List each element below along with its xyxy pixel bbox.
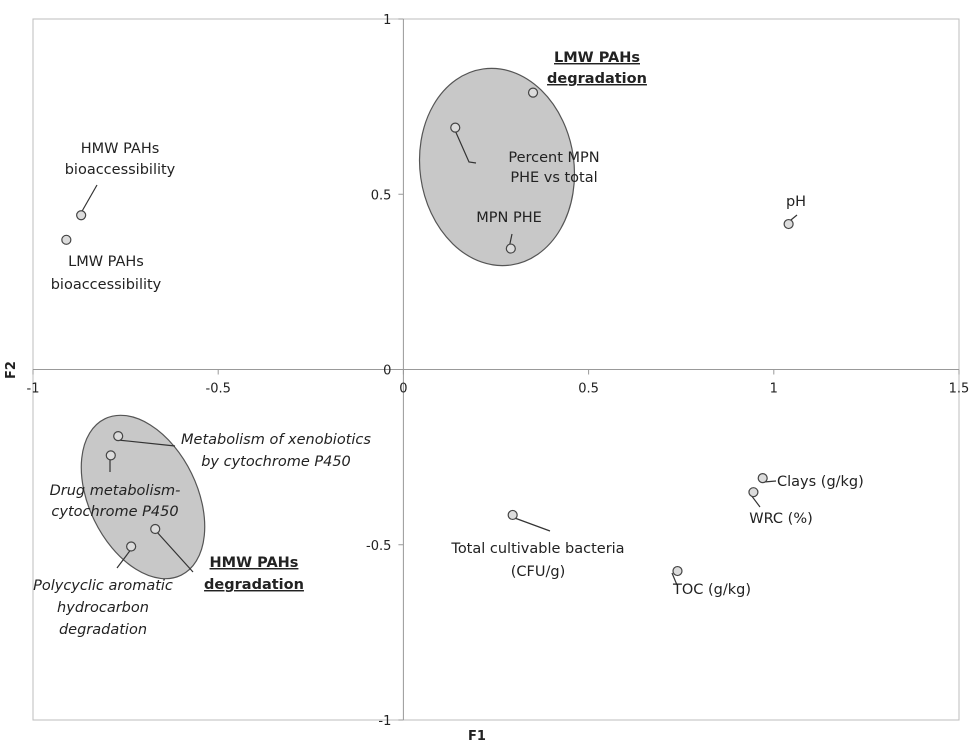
label-wrc: WRC (%) <box>749 511 813 527</box>
label-line: Polycyclic aromatic <box>33 578 173 594</box>
label-line: Clays (g/kg) <box>777 474 864 490</box>
point-hmw-bio <box>76 210 87 221</box>
label-line: Drug metabolism- <box>50 483 181 499</box>
leader-line-pct-mpn <box>453 127 477 164</box>
leader-line-tcb <box>511 516 551 532</box>
point-pct-mpn <box>450 122 461 133</box>
x-axis-title: F1 <box>468 729 486 744</box>
label-hmw-deg: HMW PAHs degradation <box>204 555 304 593</box>
label-lmw-bio: LMW PAHs bioaccessibility <box>51 254 162 293</box>
label-drug: Drug metabolism-cytochrome P450 <box>50 483 181 520</box>
point-wrc <box>748 487 759 498</box>
x-tick-label: 1.5 <box>949 382 970 397</box>
label-line: Metabolism of xenobiotics <box>181 432 371 448</box>
label-tcb: Total cultivable bacteria (CFU/g) <box>450 541 624 580</box>
upper-group-ellipse <box>418 67 576 267</box>
label-line: degradation <box>59 622 147 638</box>
label-line: MPN PHE <box>476 210 542 226</box>
point-clays <box>757 473 768 484</box>
label-pct-mpn: Percent MPN PHE vs total <box>508 150 599 186</box>
label-line: cytochrome P450 <box>51 504 178 520</box>
label-line: degradation <box>547 71 647 87</box>
point-hmw-deg <box>150 523 161 535</box>
x-tick-label: 1 <box>770 382 778 397</box>
y-axis-title: F2 <box>4 361 19 379</box>
label-line: bioaccessibility <box>51 277 162 293</box>
leader-line-xeno <box>117 439 176 447</box>
label-line: degradation <box>204 577 304 593</box>
point-pah-deg <box>126 541 137 552</box>
label-line: (CFU/g) <box>511 564 565 580</box>
y-tick-label: -0.5 <box>366 539 391 554</box>
leader-line-hmw-deg <box>155 530 194 573</box>
label-lmw-deg: LMW PAHs degradation <box>547 50 647 87</box>
label-hmw-bio: HMW PAHs bioaccessibility <box>65 141 176 178</box>
label-line: by cytochrome P450 <box>201 454 351 470</box>
point-xeno <box>113 430 124 442</box>
y-tick-label: 0 <box>383 364 391 379</box>
leader-lines <box>80 127 798 586</box>
label-ph: pH <box>786 194 806 210</box>
point-toc <box>672 565 683 577</box>
y-tick-label: -1 <box>378 714 391 729</box>
label-line: hydrocarbon <box>57 600 149 616</box>
leader-line-pah-deg <box>116 547 133 569</box>
leader-line-toc <box>671 572 678 586</box>
label-pah-deg: Polycyclic aromatic hydrocarbon degradatio… <box>33 578 173 638</box>
point-tcb <box>507 509 518 521</box>
x-tick-label: 0.5 <box>578 382 599 397</box>
x-tick-label: -1 <box>27 382 40 397</box>
label-line: pH <box>786 194 806 210</box>
point-mpn-phe <box>505 243 516 254</box>
point-labels: HMW PAHs bioaccessibility LMW PAHs bioacces… <box>33 50 864 638</box>
label-line: Total cultivable bacteria <box>450 541 624 557</box>
y-tick-label: 1 <box>383 13 391 28</box>
label-toc: TOC (g/kg) <box>672 582 751 598</box>
label-line: Percent MPN <box>508 150 599 166</box>
label-line: LMW PAHs <box>68 254 144 270</box>
label-line: LMW PAHs <box>554 50 640 66</box>
axes: -1 -0.5 0 0.5 1 1.5 -1 -0.5 0 0.5 1 <box>27 13 970 729</box>
point-lmw-bio <box>61 234 72 245</box>
label-line: bioaccessibility <box>65 162 176 178</box>
label-mpn-phe: MPN PHE <box>476 210 542 226</box>
point-ph <box>783 218 794 230</box>
leader-line-hmw-bio <box>80 184 98 214</box>
point-drug <box>105 450 116 461</box>
label-line: PHE vs total <box>510 170 597 186</box>
label-line: TOC (g/kg) <box>672 582 751 598</box>
label-line: HMW PAHs <box>81 141 160 157</box>
data-points <box>61 87 794 577</box>
y-tick-label: 0.5 <box>371 188 392 203</box>
label-xeno: Metabolism of xenobiotics by cytochrome P… <box>181 432 371 470</box>
label-line: HMW PAHs <box>210 555 299 571</box>
label-clays: Clays (g/kg) <box>777 474 864 490</box>
x-tick-label: 0 <box>399 382 407 397</box>
point-lmw-deg <box>527 87 539 98</box>
x-tick-label: -0.5 <box>206 382 231 397</box>
label-line: WRC (%) <box>749 511 813 527</box>
